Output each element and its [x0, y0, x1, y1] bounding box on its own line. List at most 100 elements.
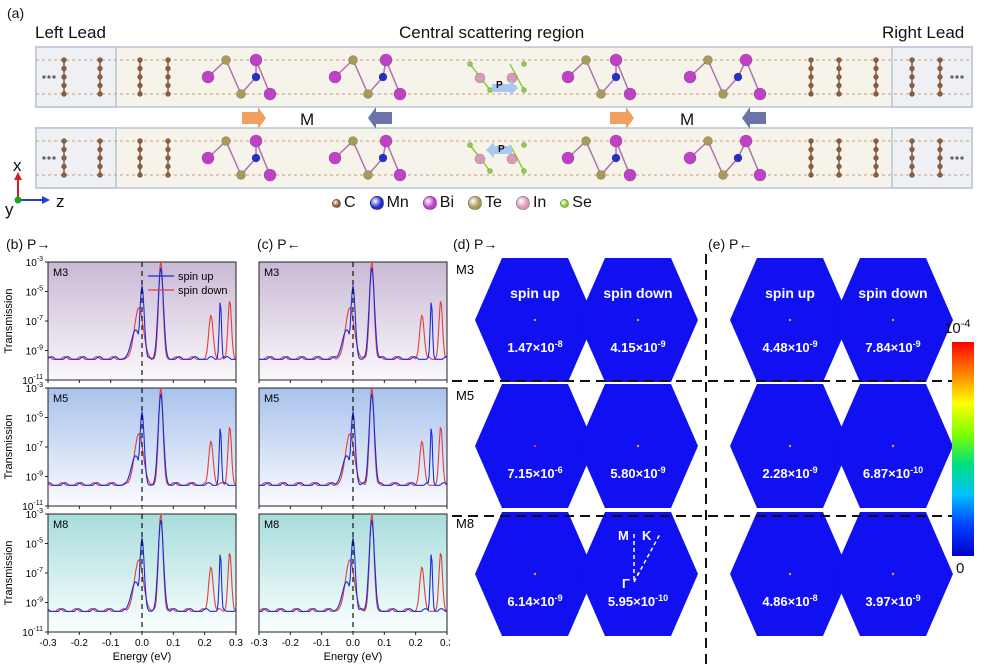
- svg-text:K: K: [642, 528, 652, 543]
- transmission-panel-b-M3: M310-1110-910-710-510-3Transmissionspin …: [3, 256, 237, 387]
- x-tick-label: 0.3: [440, 638, 450, 649]
- series-spin-up: [47, 393, 236, 486]
- kspace-value: 7.15×10-6: [507, 465, 562, 481]
- svg-text:Γ: Γ: [622, 576, 630, 591]
- y-tick-label: 10-5: [26, 286, 43, 299]
- arrow-left-1: [368, 107, 392, 129]
- y-tick-label: 10-3: [26, 382, 43, 395]
- brillouin-zone-path: M K Γ: [618, 528, 661, 591]
- x-tick-label: -0.3: [39, 638, 57, 649]
- kspace-col-title: spin up: [510, 285, 560, 301]
- kspace-map-r1-c3: 6.87×10-10: [833, 384, 953, 508]
- y-tick-label: 10-5: [26, 412, 43, 425]
- colorbar-max: 10-4: [944, 318, 971, 337]
- legend-label: In: [532, 194, 547, 211]
- kspace-map-r2-c2: 4.86×10-8: [730, 512, 850, 636]
- x-tick-label: 0.3: [229, 638, 243, 649]
- series-spin-up: [47, 519, 237, 612]
- series-spin-up: [259, 393, 448, 486]
- x-tick-label: 0.2: [198, 638, 212, 649]
- kspace-map-r1-c0: 7.15×10-6: [475, 384, 595, 508]
- x-tick-label: 0.2: [409, 638, 423, 649]
- legend-item-se: Se: [560, 194, 592, 212]
- x-tick-label: -0.2: [282, 638, 300, 649]
- kspace-value: 5.80×10-9: [610, 465, 665, 481]
- series-spin-up: [259, 519, 447, 612]
- kspace-value: 7.84×10-9: [865, 339, 920, 355]
- kspace-map-r0-c3: spin down 7.84×10-9: [833, 258, 953, 382]
- kspace-value: 4.86×10-8: [762, 593, 817, 609]
- panel-a-label: (a): [7, 5, 25, 21]
- kspace-value: 2.28×10-9: [762, 465, 817, 481]
- legend-item-c: C: [332, 194, 356, 212]
- kspace-map-r2-c0: 6.14×10-9: [475, 512, 595, 636]
- panel-tag: M8: [53, 519, 68, 531]
- svg-text:M: M: [618, 528, 629, 543]
- y-axis-title: Transmission: [3, 289, 15, 354]
- central-region-title: Central scattering region: [399, 23, 585, 42]
- colorbar-min: 0: [956, 560, 965, 577]
- panel-tag: M8: [264, 519, 279, 531]
- panel-c-label: (c) P←: [257, 236, 301, 252]
- atom-icon: [422, 196, 437, 210]
- transmission-panel-c-M8: M8 -0.3 -0.2 -0.1 0.0 0.1 0.2 0.3 Energy (eV): [250, 513, 450, 663]
- kspace-map-r2-c3: 3.97×10-9: [833, 512, 953, 636]
- atom-icon: [515, 196, 530, 210]
- kspace-col-title: spin down: [603, 285, 672, 301]
- structure-diagram: [14, 46, 973, 204]
- atom-icon: [332, 198, 341, 208]
- kspace-row-label: M8: [456, 516, 474, 531]
- legend-label: Bi: [439, 194, 455, 211]
- legend-label: Se: [572, 194, 592, 211]
- kspace-col-title: spin down: [858, 285, 927, 301]
- legend-item-te: Te: [468, 194, 502, 212]
- panel-e-label: (e) P←: [708, 236, 753, 252]
- x-tick-label: -0.2: [71, 638, 89, 649]
- kspace-value: 4.48×10-9: [762, 339, 817, 355]
- kspace-map-r1-c2: 2.28×10-9: [730, 384, 850, 508]
- axis-z-label: z: [56, 192, 65, 211]
- legend-label: C: [344, 194, 356, 211]
- y-tick-label: 10-3: [26, 256, 43, 269]
- x-tick-label: -0.1: [313, 638, 331, 649]
- x-tick-label: 0.0: [346, 638, 360, 649]
- y-axis-title: Transmission: [3, 415, 15, 480]
- kspace-value: 3.97×10-9: [865, 593, 920, 609]
- legend-item-in: In: [515, 194, 547, 212]
- m-label-2: M: [680, 110, 695, 129]
- panel-tag: M3: [264, 267, 279, 279]
- x-tick-label: -0.1: [102, 638, 120, 649]
- axis-y-label: y: [5, 200, 14, 219]
- kspace-col-title: spin up: [765, 285, 815, 301]
- x-tick-label: 0.0: [135, 638, 149, 649]
- y-tick-label: 10-7: [26, 567, 43, 580]
- kspace-value: 6.14×10-9: [507, 593, 562, 609]
- y-tick-label: 10-9: [26, 345, 43, 358]
- kspace-row-label: M3: [456, 262, 474, 277]
- arrow-right-2: [610, 107, 634, 129]
- transmission-panel-c-M5: M5: [258, 387, 448, 509]
- y-axis-title: Transmission: [3, 541, 15, 606]
- transmission-panel-b-M8: M8-0.3 -0.2 -0.1 0.0 0.1 0.2 0.310-1110-910-71…: [3, 508, 243, 663]
- kspace-value: 1.47×10-8: [507, 339, 562, 355]
- kspace-value: 5.95×10-10: [608, 593, 668, 609]
- atom-icon: [369, 196, 384, 210]
- x-tick-label: -0.3: [250, 638, 268, 649]
- legend-label: spin down: [178, 285, 228, 297]
- kspace-value: 6.87×10-10: [863, 465, 923, 481]
- y-tick-label: 10-5: [26, 538, 43, 551]
- right-lead-title: Right Lead: [882, 23, 965, 42]
- legend-item-mn: Mn: [369, 194, 409, 212]
- y-tick-label: 10-9: [26, 471, 43, 484]
- p-label-bottom: P: [498, 144, 505, 155]
- kspace-map-r0-c1: spin down 4.15×10-9: [578, 258, 698, 382]
- m-label-1: M: [300, 110, 315, 129]
- kspace-map-r0-c0: spin up 1.47×10-8: [475, 258, 595, 382]
- transmission-panel-c-M3: M3: [258, 261, 448, 383]
- left-lead-title: Left Lead: [35, 23, 106, 42]
- legend-item-bi: Bi: [422, 194, 455, 212]
- x-axis-title: Energy (eV): [113, 651, 172, 663]
- y-tick-label: 10-9: [26, 597, 43, 610]
- kspace-map-r0-c2: spin up 4.48×10-9: [730, 258, 850, 382]
